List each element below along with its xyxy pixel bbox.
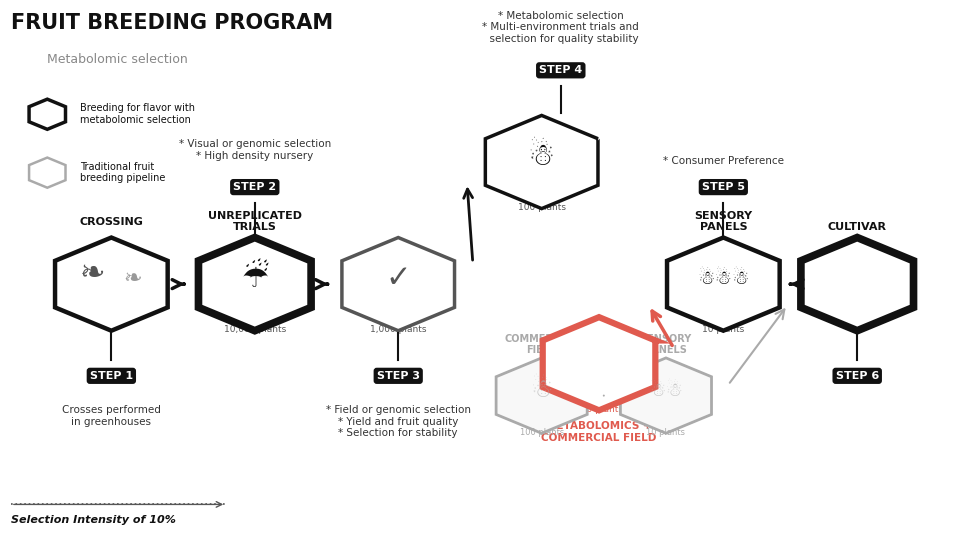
- Text: METABOLOMICS +
COMMERCIAL FIELD: METABOLOMICS + COMMERCIAL FIELD: [541, 421, 657, 442]
- Text: Selection Intensity of 10%: Selection Intensity of 10%: [11, 515, 175, 525]
- Text: Traditional fruit
breeding pipeline: Traditional fruit breeding pipeline: [80, 162, 165, 184]
- Polygon shape: [55, 238, 168, 331]
- Text: * Visual or genomic selection
* High density nursery: * Visual or genomic selection * High den…: [178, 139, 331, 160]
- Text: ☃☃☃: ☃☃☃: [697, 269, 750, 288]
- Text: 100 plants: 100 plants: [575, 405, 623, 414]
- Polygon shape: [29, 158, 65, 188]
- Text: 10 plants: 10 plants: [702, 325, 744, 334]
- Text: * Metabolomic selection
* Multi-environment trials and
  selection for quality s: * Metabolomic selection * Multi-environm…: [482, 11, 639, 44]
- Polygon shape: [620, 358, 712, 433]
- Text: * Consumer Preference: * Consumer Preference: [663, 156, 784, 166]
- Text: CULTIVAR: CULTIVAR: [828, 222, 887, 232]
- Text: ☃: ☃: [528, 142, 555, 171]
- Polygon shape: [342, 238, 455, 331]
- Text: ❧: ❧: [80, 259, 105, 288]
- Text: 10,000 plants: 10,000 plants: [223, 325, 286, 334]
- Text: Crosses performed
in greenhouses: Crosses performed in greenhouses: [62, 405, 161, 426]
- Text: 100 plants: 100 plants: [520, 428, 564, 437]
- Text: ❧: ❧: [123, 269, 142, 289]
- Text: STEP 6: STEP 6: [835, 371, 878, 381]
- Text: STEP 1: STEP 1: [90, 371, 133, 381]
- Text: COMMERCIAL
FIELD: COMMERCIAL FIELD: [505, 334, 578, 355]
- Text: STEP 2: STEP 2: [233, 182, 276, 192]
- Text: ☃☃: ☃☃: [648, 381, 684, 400]
- Text: 1,000 plants: 1,000 plants: [370, 325, 427, 334]
- Text: SENSORY
PANELS: SENSORY PANELS: [694, 211, 753, 232]
- Polygon shape: [801, 238, 914, 331]
- Text: STEP 5: STEP 5: [702, 182, 745, 192]
- Text: ✓: ✓: [386, 264, 411, 293]
- Polygon shape: [29, 99, 65, 129]
- Polygon shape: [543, 317, 655, 410]
- Text: 100 plants: 100 plants: [518, 203, 566, 212]
- Text: STEP 4: STEP 4: [539, 65, 582, 75]
- Text: CROSSING: CROSSING: [80, 217, 143, 227]
- Text: * Field or genomic selection
* Yield and fruit quality
* Selection for stability: * Field or genomic selection * Yield and…: [326, 405, 471, 438]
- Text: ☔: ☔: [241, 264, 269, 293]
- Text: SENSORY
PANELS: SENSORY PANELS: [641, 334, 691, 355]
- Text: FRUIT BREEDING PROGRAM: FRUIT BREEDING PROGRAM: [11, 13, 333, 33]
- Polygon shape: [485, 116, 598, 209]
- Text: Breeding for flavor with
metabolomic selection: Breeding for flavor with metabolomic sel…: [80, 103, 195, 125]
- Text: ☃: ☃: [530, 378, 552, 402]
- Text: Metabolomic selection: Metabolomic selection: [47, 53, 188, 66]
- Polygon shape: [199, 238, 311, 331]
- Text: STEP 3: STEP 3: [377, 371, 420, 381]
- Text: UNREPLICATED
TRIALS: UNREPLICATED TRIALS: [208, 211, 302, 232]
- Text: 10 plants: 10 plants: [646, 428, 686, 437]
- Polygon shape: [667, 238, 780, 331]
- Polygon shape: [496, 358, 587, 433]
- Text: seed
production: seed production: [87, 299, 136, 318]
